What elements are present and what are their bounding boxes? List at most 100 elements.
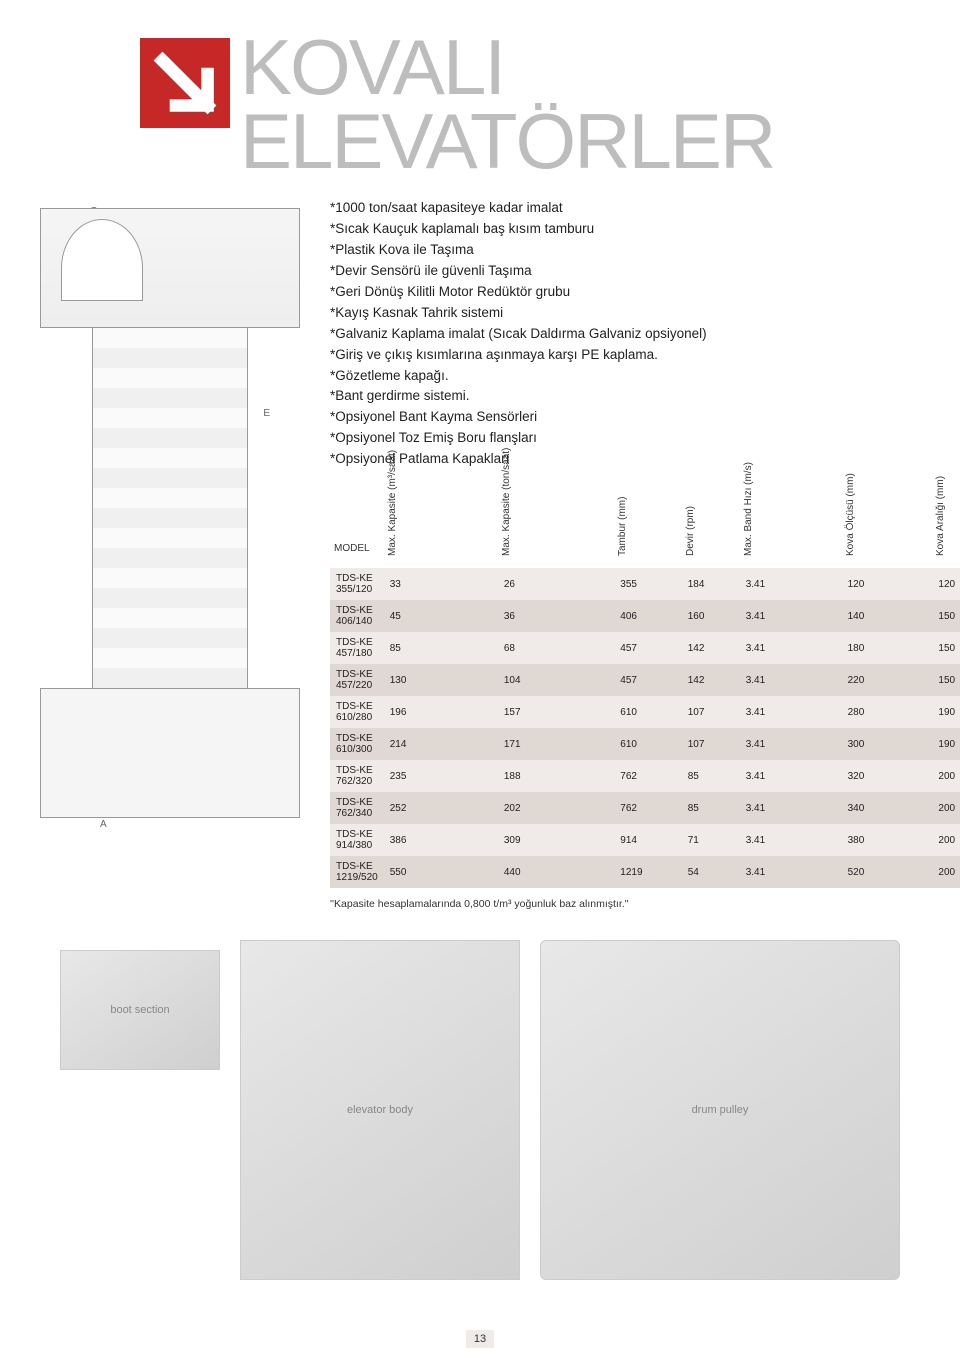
table-cell: 54 <box>682 856 740 888</box>
table-cell: 142 <box>682 664 740 696</box>
table-cell: 180 <box>842 632 933 664</box>
table-cell: 26 <box>498 568 614 600</box>
table-cell: 235 <box>384 760 498 792</box>
feature-item: *1000 ton/saat kapasiteye kadar imalat <box>330 198 960 219</box>
text-column: *1000 ton/saat kapasiteye kadar imalat*S… <box>330 198 960 910</box>
photo-caption: elevator body <box>347 1104 413 1116</box>
table-cell: 280 <box>842 696 933 728</box>
table-cell: 406 <box>614 600 681 632</box>
spec-table-head: MODELMax. Kapasite (m³/saat)Max. Kapasit… <box>330 498 960 568</box>
table-cell: 762 <box>614 792 681 824</box>
photo-elevator-body: elevator body <box>240 940 520 1280</box>
table-cell: 340 <box>842 792 933 824</box>
table-cell: TDS-KE 610/300 <box>330 728 384 760</box>
feature-item: *Gözetleme kapağı. <box>330 366 960 387</box>
feature-item: *Sıcak Kauçuk kaplamalı baş kısım tambur… <box>330 219 960 240</box>
table-cell: 3.41 <box>740 856 842 888</box>
table-cell: 762 <box>614 760 681 792</box>
spec-col-header: Devir (rpm) <box>682 498 740 568</box>
table-cell: TDS-KE 914/380 <box>330 824 384 856</box>
table-cell: TDS-KE 610/280 <box>330 696 384 728</box>
spec-table: MODELMax. Kapasite (m³/saat)Max. Kapasit… <box>330 498 960 888</box>
spec-table-body: TDS-KE 355/12033263551843.41120120690800… <box>330 568 960 888</box>
table-cell: 45 <box>384 600 498 632</box>
elevator-schematic: C D E A <box>40 208 300 828</box>
table-cell: 120 <box>842 568 933 600</box>
spec-col-header: Max. Kapasite (ton/saat) <box>498 498 614 568</box>
table-cell: 914 <box>614 824 681 856</box>
table-cell: 190 <box>932 728 960 760</box>
table-row: TDS-KE 355/12033263551843.41120120690800… <box>330 568 960 600</box>
spec-col-header: Max. Band Hızı (m/s) <box>740 498 842 568</box>
table-cell: 104 <box>498 664 614 696</box>
feature-item: *Opsiyonel Toz Emiş Boru flanşları <box>330 428 960 449</box>
table-cell: 200 <box>932 792 960 824</box>
photo-boot-section: boot section <box>60 950 220 1070</box>
spec-table-header-row: MODELMax. Kapasite (m³/saat)Max. Kapasit… <box>330 498 960 568</box>
table-cell: 107 <box>682 728 740 760</box>
feature-item: *Bant gerdirme sistemi. <box>330 386 960 407</box>
table-cell: 200 <box>932 856 960 888</box>
table-row: TDS-KE 457/2201301044571423.412201508749… <box>330 664 960 696</box>
table-cell: 214 <box>384 728 498 760</box>
table-cell: 1219 <box>614 856 681 888</box>
table-cell: TDS-KE 1219/520 <box>330 856 384 888</box>
table-cell: 150 <box>932 600 960 632</box>
table-cell: TDS-KE 406/140 <box>330 600 384 632</box>
feature-item: *Opsiyonel Patlama Kapakları <box>330 449 960 470</box>
arrow-down-right-icon <box>140 38 230 128</box>
table-cell: 386 <box>384 824 498 856</box>
table-cell: 107 <box>682 696 740 728</box>
table-cell: 157 <box>498 696 614 728</box>
table-cell: 380 <box>842 824 933 856</box>
table-cell: 202 <box>498 792 614 824</box>
content-row: C D E A *1000 ton/saat kapasiteye kadar … <box>40 198 920 910</box>
table-cell: 200 <box>932 760 960 792</box>
title-line-2: ELEVATÖRLER <box>240 97 774 185</box>
feature-item: *Kayış Kasnak Tahrik sistemi <box>330 303 960 324</box>
page-number: 13 <box>466 1330 494 1348</box>
catalog-page: KOVALI ELEVATÖRLER C D E A *1000 ton/saa… <box>0 0 960 1366</box>
table-cell: 150 <box>932 664 960 696</box>
feature-item: *Geri Dönüş Kilitli Motor Redüktör grubu <box>330 282 960 303</box>
table-cell: 140 <box>842 600 933 632</box>
table-cell: 610 <box>614 696 681 728</box>
table-cell: 300 <box>842 728 933 760</box>
table-cell: 130 <box>384 664 498 696</box>
table-cell: 200 <box>932 824 960 856</box>
feature-item: *Devir Sensörü ile güvenli Taşıma <box>330 261 960 282</box>
dim-label-a: A <box>100 819 107 830</box>
table-cell: 320 <box>842 760 933 792</box>
table-row: TDS-KE 762/340252202762853.4134020013381… <box>330 792 960 824</box>
table-cell: 3.41 <box>740 728 842 760</box>
table-cell: 550 <box>384 856 498 888</box>
table-cell: 184 <box>682 568 740 600</box>
table-cell: 85 <box>682 792 740 824</box>
spec-col-header: Kova Ölçüsü (mm) <box>842 498 933 568</box>
table-cell: 188 <box>498 760 614 792</box>
product-photos: boot section elevator body drum pulley <box>40 940 920 1300</box>
table-cell: TDS-KE 457/180 <box>330 632 384 664</box>
table-cell: 220 <box>842 664 933 696</box>
table-cell: 3.41 <box>740 824 842 856</box>
page-title: KOVALI ELEVATÖRLER <box>240 30 774 178</box>
photo-caption: drum pulley <box>692 1104 749 1116</box>
spec-col-header: Tambur (mm) <box>614 498 681 568</box>
table-cell: 3.41 <box>740 568 842 600</box>
table-row: TDS-KE 762/320235188762853.4132020013381… <box>330 760 960 792</box>
table-cell: 196 <box>384 696 498 728</box>
table-row: TDS-KE 610/3002141716101073.413001901147… <box>330 728 960 760</box>
table-cell: 71 <box>682 824 740 856</box>
table-cell: 610 <box>614 728 681 760</box>
table-cell: 355 <box>614 568 681 600</box>
table-cell: 85 <box>682 760 740 792</box>
table-cell: 457 <box>614 664 681 696</box>
table-cell: 252 <box>384 792 498 824</box>
spec-col-header: Max. Kapasite (m³/saat) <box>384 498 498 568</box>
table-cell: 36 <box>498 600 614 632</box>
feature-item: *Plastik Kova ile Taşıma <box>330 240 960 261</box>
table-cell: 120 <box>932 568 960 600</box>
table-cell: 33 <box>384 568 498 600</box>
table-cell: TDS-KE 762/320 <box>330 760 384 792</box>
table-cell: 3.41 <box>740 760 842 792</box>
